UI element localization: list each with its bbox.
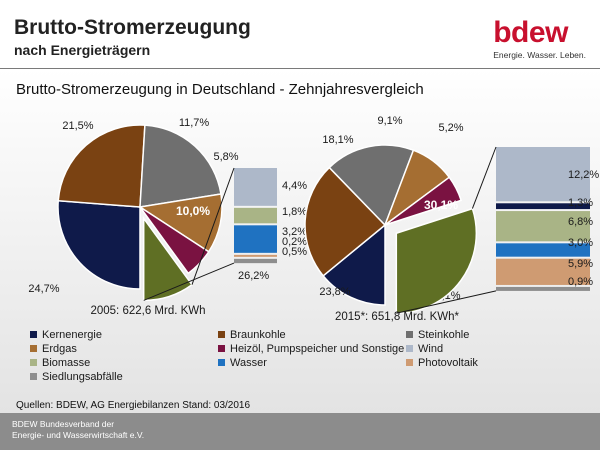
legend-swatch-photovoltaik: [406, 358, 413, 366]
page-subtitle: nach Energieträgern: [14, 42, 151, 58]
legend-swatch-biomasse: [30, 358, 37, 366]
legend-swatch-kernenergie: [30, 330, 37, 338]
legend-swatch-siedlungsabfaelle: [30, 372, 37, 380]
legend-swatch-steinkohle: [406, 330, 413, 338]
page-title: Brutto-Stromerzeugung: [14, 16, 251, 39]
pie2-label-braunkohle: 23,8%: [319, 286, 350, 298]
legend-label-wind: Wind: [418, 343, 444, 355]
legend-item-siedlungsabfaelle: Siedlungsabfälle: [30, 371, 123, 383]
pie2-label-erdgas: 9,1%: [377, 115, 402, 127]
legend-item-photovoltaik: Photovoltaik: [406, 357, 478, 369]
pie1-slice-braunkohle: [57, 124, 146, 208]
pie1-label-erdgas: 11,7%: [179, 117, 210, 129]
pie2-label-steinkohle: 18,1%: [322, 134, 353, 146]
legend-item-wind: Wind: [406, 343, 443, 355]
bdew-logo: bdew Energie. Wasser. Leben.: [493, 16, 586, 61]
legend-swatch-wind: [406, 344, 413, 352]
pie2-breakdown-label-4: 5,9%: [568, 258, 593, 270]
pie2-breakdown-wasser-3: [496, 243, 590, 257]
pie2-breakdown-label-3: 3,0%: [568, 237, 593, 249]
pie1-label-erneuerbare: 10,0%: [176, 204, 210, 218]
pie1-breakdown-biomasse-1: [234, 207, 277, 224]
legend-item-braunkohle: Braunkohle: [218, 329, 286, 341]
legend-label-kernenergie: Kernenergie: [42, 329, 102, 341]
legend-item-kernenergie: Kernenergie: [30, 329, 102, 341]
pie1-label-kernenergie: 26,2%: [238, 270, 269, 282]
pie2-caption: 2015*: 651,8 Mrd. KWh*: [335, 311, 460, 323]
pie1-slice-steinkohle: [139, 124, 222, 208]
pie2-breakdown-label-1: 1,3%: [568, 197, 593, 209]
pie1-breakdown-label-2: 3,2%: [282, 226, 307, 238]
pie2-slice-braunkohle: [304, 166, 387, 277]
pie2-label-erneuerbare: 30,1%: [424, 198, 458, 212]
pie1-breakdown-siedlungsabfaelle-4: [234, 258, 277, 264]
legend-item-biomasse: Biomasse: [30, 357, 90, 369]
pie2-breakdown-label-5: 0,9%: [568, 276, 593, 288]
legend-label-heizoel-pumpspeicher-und-sonstige: Heizöl, Pumpspeicher und Sonstige: [230, 343, 405, 355]
legend-label-photovoltaik: Photovoltaik: [418, 357, 478, 369]
pie2-breakdown-label-0: 12,2%: [568, 169, 599, 181]
pie1-breakdown-wind-0: [234, 168, 277, 206]
pie1-label-heizoel-pumpspeicher-und-sonstige: 5,8%: [213, 151, 238, 163]
header-divider: [0, 68, 600, 69]
legend-swatch-braunkohle: [218, 330, 225, 338]
pie1-slice-kernenergie: [57, 199, 141, 290]
pie-chart-1: 26,2% 24,7% 21,5% 11,7% 5,8% 10,0% 4,4% 1,8% 3,2…: [28, 117, 307, 317]
legend-item-erdgas: Erdgas: [30, 343, 77, 355]
pie2-slice-erneuerbare: [395, 207, 477, 314]
footer-text: BDEW Bundesverband der Energie- und Wass…: [12, 419, 145, 440]
pie1-caption: 2005: 622,6 Mrd. KWh: [90, 305, 205, 317]
pie1-breakdown-label-4: 0,5%: [282, 246, 307, 258]
pie1-breakdown-label-1: 1,8%: [282, 206, 307, 218]
legend-label-wasser: Wasser: [230, 357, 267, 369]
logo-tagline: Energie. Wasser. Leben.: [493, 50, 586, 60]
footer-bar: BDEW Bundesverband der Energie- und Wass…: [0, 413, 600, 450]
pie1-breakdown-photovoltaik-3: [234, 254, 277, 257]
pie2-breakdown-label-2: 6,8%: [568, 216, 593, 228]
legend-label-braunkohle: Braunkohle: [230, 329, 286, 341]
pie2-slice-kernenergie: [322, 223, 386, 306]
legend-swatch-wasser: [218, 358, 225, 366]
legend-swatch-erdgas: [30, 344, 37, 352]
source-note: Quellen: BDEW, AG Energiebilanzen Stand:…: [16, 400, 251, 411]
pie-chart-2: 14,1%23,8%18,1%9,1%5,2%30,1%12,2%1,3%6,8…: [304, 115, 599, 323]
pie2-breakdown-wind-0: [496, 147, 590, 202]
pie2-slice-heizoel-pumpspeicher-und-sonstige: [384, 176, 463, 226]
legend-swatch-heizoel-pumpspeicher-und-sonstige: [218, 344, 225, 352]
legend-item-steinkohle: Steinkohle: [406, 329, 469, 341]
legend-label-siedlungsabfaelle: Siedlungsabfälle: [42, 371, 123, 383]
pie1-label-steinkohle: 21,5%: [62, 120, 93, 132]
logo-word: bdew: [493, 16, 568, 49]
pie2-label-heizoel-pumpspeicher-und-sonstige: 5,2%: [438, 122, 463, 134]
pie2-breakdown-photovoltaik-4: [496, 258, 590, 285]
chart-heading: Brutto-Stromerzeugung in Deutschland - Z…: [16, 81, 424, 98]
pie2-breakdown-siedlungsabfaelle-5: [496, 286, 590, 291]
pie1-breakdown-label-3: 0,2%: [282, 236, 307, 248]
legend-item-wasser: Wasser: [218, 357, 267, 369]
legend-label-erdgas: Erdgas: [42, 343, 77, 355]
pie1-connector-bottom: [143, 262, 235, 301]
pie1-breakdown-label-0: 4,4%: [282, 180, 307, 192]
legend-label-biomasse: Biomasse: [42, 357, 91, 369]
legend-label-steinkohle: Steinkohle: [418, 329, 470, 341]
pie1-breakdown-wasser-2: [234, 225, 277, 253]
pie2-breakdown-biomasse-2: [496, 211, 590, 242]
pie1-connector-top: [191, 167, 235, 285]
pie1-label-braunkohle: 24,7%: [28, 283, 59, 295]
legend-item-heizoel-pumpspeicher-und-sonstige: Heizöl, Pumpspeicher und Sonstige: [218, 343, 404, 355]
pie2-connector-top: [471, 146, 497, 209]
pie2-connector-bottom: [396, 290, 497, 314]
pie2-breakdown-kernenergie-1: [496, 203, 590, 210]
